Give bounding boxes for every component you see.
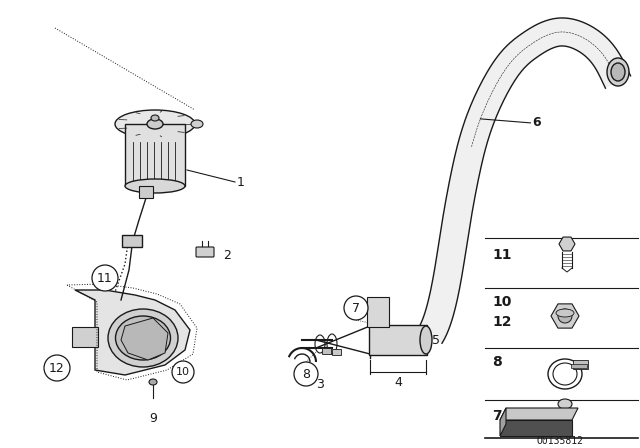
FancyBboxPatch shape (332, 349, 340, 354)
Text: 7: 7 (492, 409, 502, 423)
Ellipse shape (115, 316, 170, 360)
FancyBboxPatch shape (367, 297, 389, 327)
Polygon shape (121, 318, 168, 360)
FancyBboxPatch shape (571, 364, 588, 368)
FancyBboxPatch shape (72, 327, 98, 347)
FancyBboxPatch shape (573, 359, 588, 369)
Ellipse shape (611, 63, 625, 81)
FancyBboxPatch shape (139, 186, 153, 198)
Text: O0135812: O0135812 (536, 436, 584, 446)
Ellipse shape (558, 399, 572, 409)
Ellipse shape (108, 309, 178, 367)
Ellipse shape (151, 115, 159, 121)
Ellipse shape (115, 110, 195, 138)
Ellipse shape (607, 58, 629, 86)
Text: 5: 5 (432, 333, 440, 346)
Text: 12: 12 (492, 315, 511, 329)
FancyBboxPatch shape (122, 235, 142, 247)
Ellipse shape (294, 362, 318, 386)
Polygon shape (500, 408, 578, 420)
Ellipse shape (344, 296, 368, 320)
Text: 8: 8 (302, 367, 310, 380)
Text: 6: 6 (532, 116, 541, 129)
Polygon shape (418, 18, 630, 343)
Text: 11: 11 (492, 248, 511, 262)
FancyBboxPatch shape (321, 348, 330, 353)
Ellipse shape (44, 355, 70, 381)
Ellipse shape (92, 265, 118, 291)
Ellipse shape (420, 326, 432, 354)
Ellipse shape (147, 119, 163, 129)
Ellipse shape (556, 309, 574, 317)
Ellipse shape (125, 179, 185, 193)
Ellipse shape (191, 120, 203, 128)
Text: 8: 8 (492, 355, 502, 369)
FancyBboxPatch shape (196, 247, 214, 257)
Ellipse shape (149, 379, 157, 385)
Text: 9: 9 (149, 412, 157, 425)
Text: 10: 10 (492, 295, 511, 309)
Text: 2: 2 (223, 249, 231, 262)
Text: 11: 11 (97, 271, 113, 284)
Text: 1: 1 (237, 176, 245, 189)
Polygon shape (500, 420, 572, 436)
Text: 10: 10 (176, 367, 190, 377)
FancyBboxPatch shape (125, 124, 185, 186)
Text: 12: 12 (49, 362, 65, 375)
Text: 7: 7 (352, 302, 360, 314)
Ellipse shape (558, 309, 572, 323)
Text: 4: 4 (394, 375, 402, 388)
Polygon shape (500, 408, 506, 436)
Polygon shape (75, 290, 190, 375)
Text: 3: 3 (316, 378, 324, 391)
FancyBboxPatch shape (369, 325, 427, 355)
Ellipse shape (172, 361, 194, 383)
